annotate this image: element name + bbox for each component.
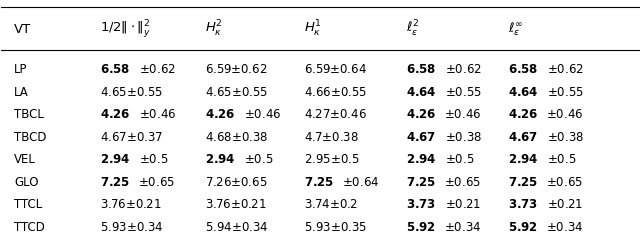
Text: 6.59$\pm$0.62: 6.59$\pm$0.62 (205, 63, 268, 76)
Text: $H^1_\kappa$: $H^1_\kappa$ (304, 19, 322, 39)
Text: 2.95$\pm$0.5: 2.95$\pm$0.5 (304, 153, 360, 166)
Text: $\mathbf{7.25}$: $\mathbf{7.25}$ (406, 176, 436, 188)
Text: 3.74$\pm$0.2: 3.74$\pm$0.2 (304, 198, 358, 211)
Text: $\mathbf{2.94}$: $\mathbf{2.94}$ (100, 153, 131, 166)
Text: TTCD: TTCD (14, 220, 45, 233)
Text: $\pm$0.5: $\pm$0.5 (140, 153, 169, 166)
Text: $\pm$0.38: $\pm$0.38 (547, 131, 584, 144)
Text: 3.76$\pm$0.21: 3.76$\pm$0.21 (205, 198, 267, 211)
Text: 4.66$\pm$0.55: 4.66$\pm$0.55 (304, 86, 367, 99)
Text: $\pm$0.62: $\pm$0.62 (547, 63, 584, 76)
Text: $\pm$0.46: $\pm$0.46 (244, 108, 281, 121)
Text: 7.26$\pm$0.65: 7.26$\pm$0.65 (205, 176, 268, 188)
Text: 6.59$\pm$0.64: 6.59$\pm$0.64 (304, 63, 367, 76)
Text: $\pm$0.34: $\pm$0.34 (444, 220, 481, 233)
Text: 4.65$\pm$0.55: 4.65$\pm$0.55 (100, 86, 163, 99)
Text: VT: VT (14, 23, 31, 36)
Text: TTCL: TTCL (14, 198, 42, 211)
Text: LP: LP (14, 63, 28, 76)
Text: $H^2_\kappa$: $H^2_\kappa$ (205, 19, 223, 39)
Text: $\mathbf{3.73}$: $\mathbf{3.73}$ (406, 198, 436, 211)
Text: $\mathbf{4.26}$: $\mathbf{4.26}$ (100, 108, 130, 121)
Text: VEL: VEL (14, 153, 36, 166)
Text: $\pm$0.65: $\pm$0.65 (546, 176, 583, 188)
Text: $\mathbf{7.25}$: $\mathbf{7.25}$ (100, 176, 130, 188)
Text: $\pm$0.65: $\pm$0.65 (444, 176, 481, 188)
Text: $\mathbf{2.94}$: $\mathbf{2.94}$ (508, 153, 538, 166)
Text: $\mathbf{4.67}$: $\mathbf{4.67}$ (406, 131, 436, 144)
Text: $\mathbf{4.64}$: $\mathbf{4.64}$ (508, 86, 538, 99)
Text: 5.93$\pm$0.35: 5.93$\pm$0.35 (304, 220, 367, 233)
Text: $\pm$0.62: $\pm$0.62 (445, 63, 482, 76)
Text: $\pm$0.62: $\pm$0.62 (139, 63, 176, 76)
Text: $\pm$0.64: $\pm$0.64 (342, 176, 380, 188)
Text: $\mathbf{7.25}$: $\mathbf{7.25}$ (508, 176, 538, 188)
Text: $\mathbf{6.58}$: $\mathbf{6.58}$ (100, 63, 131, 76)
Text: $\mathbf{5.92}$: $\mathbf{5.92}$ (406, 220, 436, 233)
Text: 4.68$\pm$0.38: 4.68$\pm$0.38 (205, 131, 269, 144)
Text: $\pm$0.46: $\pm$0.46 (547, 108, 584, 121)
Text: $\mathbf{2.94}$: $\mathbf{2.94}$ (406, 153, 436, 166)
Text: 4.27$\pm$0.46: 4.27$\pm$0.46 (304, 108, 367, 121)
Text: TBCL: TBCL (14, 108, 44, 121)
Text: 4.67$\pm$0.37: 4.67$\pm$0.37 (100, 131, 163, 144)
Text: $\ell^2_\epsilon$: $\ell^2_\epsilon$ (406, 19, 420, 39)
Text: $\pm$0.65: $\pm$0.65 (138, 176, 175, 188)
Text: $\pm$0.38: $\pm$0.38 (445, 131, 482, 144)
Text: TBCD: TBCD (14, 131, 47, 144)
Text: 3.76$\pm$0.21: 3.76$\pm$0.21 (100, 198, 162, 211)
Text: $\pm$0.34: $\pm$0.34 (546, 220, 584, 233)
Text: $\mathbf{4.64}$: $\mathbf{4.64}$ (406, 86, 436, 99)
Text: $\pm$0.5: $\pm$0.5 (547, 153, 577, 166)
Text: $\mathbf{6.58}$: $\mathbf{6.58}$ (406, 63, 436, 76)
Text: 4.65$\pm$0.55: 4.65$\pm$0.55 (205, 86, 268, 99)
Text: $\pm$0.55: $\pm$0.55 (445, 86, 482, 99)
Text: $\mathbf{7.25}$: $\mathbf{7.25}$ (304, 176, 333, 188)
Text: $\mathbf{3.73}$: $\mathbf{3.73}$ (508, 198, 538, 211)
Text: $\pm$0.5: $\pm$0.5 (244, 153, 274, 166)
Text: $\mathbf{6.58}$: $\mathbf{6.58}$ (508, 63, 538, 76)
Text: LA: LA (14, 86, 29, 99)
Text: 5.94$\pm$0.34: 5.94$\pm$0.34 (205, 220, 269, 233)
Text: $\pm$0.5: $\pm$0.5 (445, 153, 475, 166)
Text: $1/2\|\cdot\|^2_y$: $1/2\|\cdot\|^2_y$ (100, 18, 151, 40)
Text: 4.7$\pm$0.38: 4.7$\pm$0.38 (304, 131, 359, 144)
Text: 5.93$\pm$0.34: 5.93$\pm$0.34 (100, 220, 164, 233)
Text: $\mathbf{4.67}$: $\mathbf{4.67}$ (508, 131, 538, 144)
Text: $\mathbf{4.26}$: $\mathbf{4.26}$ (406, 108, 436, 121)
Text: $\pm$0.21: $\pm$0.21 (445, 198, 481, 211)
Text: $\mathbf{5.92}$: $\mathbf{5.92}$ (508, 220, 538, 233)
Text: $\pm$0.55: $\pm$0.55 (547, 86, 584, 99)
Text: $\mathbf{2.94}$: $\mathbf{2.94}$ (205, 153, 236, 166)
Text: $\mathbf{4.26}$: $\mathbf{4.26}$ (205, 108, 236, 121)
Text: $\mathbf{4.26}$: $\mathbf{4.26}$ (508, 108, 538, 121)
Text: $\pm$0.21: $\pm$0.21 (547, 198, 583, 211)
Text: $\pm$0.46: $\pm$0.46 (139, 108, 176, 121)
Text: $\ell^\infty_\epsilon$: $\ell^\infty_\epsilon$ (508, 21, 524, 38)
Text: GLO: GLO (14, 176, 38, 188)
Text: $\pm$0.46: $\pm$0.46 (445, 108, 482, 121)
